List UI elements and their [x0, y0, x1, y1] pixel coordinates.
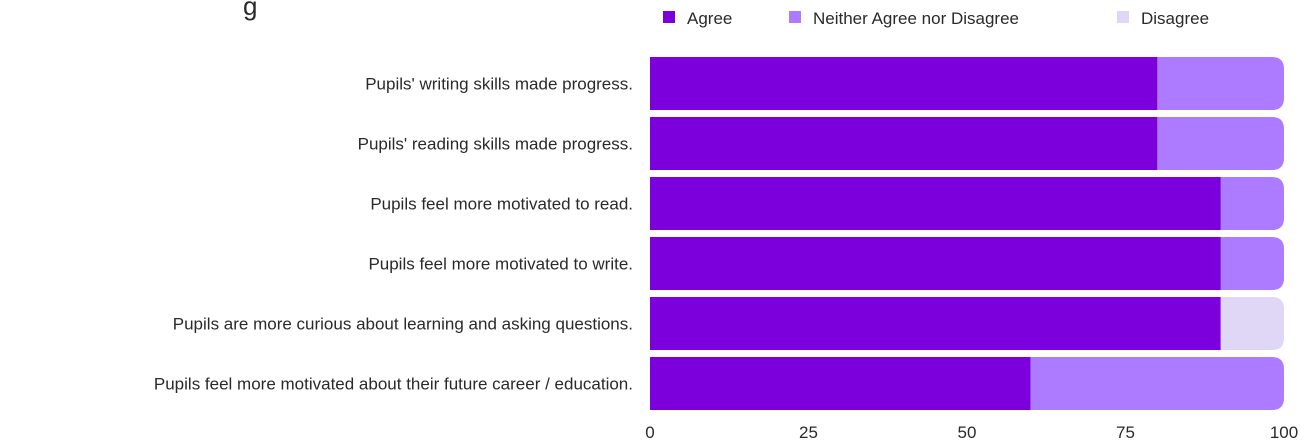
category-label: Pupils' writing skills made progress. [365, 75, 633, 94]
legend-swatch [789, 11, 801, 23]
legend-item-0: Agree [663, 9, 732, 28]
bar-segment-agree [650, 117, 1158, 170]
bar-row-0 [650, 57, 1284, 110]
bar-segment-neither-agree-nor-disagree [1220, 237, 1284, 290]
bar-segment-agree [650, 237, 1222, 290]
bar-row-4 [650, 297, 1284, 350]
category-label: Pupils' reading skills made progress. [358, 135, 633, 154]
legend-label: Disagree [1141, 9, 1209, 28]
x-axis-ticks: 0 25 50 75 100 [645, 423, 1298, 442]
category-label: Pupils are more curious about learning a… [173, 315, 633, 334]
legend-label: Neither Agree nor Disagree [813, 9, 1019, 28]
x-tick-label: 100 [1270, 423, 1298, 442]
category-label: Pupils feel more motivated to read. [370, 195, 633, 214]
bar-segment-neither-agree-nor-disagree [1157, 57, 1284, 110]
legend-swatch [1117, 11, 1129, 23]
category-labels: Pupils' writing skills made progress. Pup… [154, 75, 633, 394]
category-label: Pupils feel more motivated about their f… [154, 375, 633, 394]
bar-row-3 [650, 237, 1284, 290]
bar-segment-neither-agree-nor-disagree [1220, 177, 1284, 230]
bar-segment-neither-agree-nor-disagree [1030, 357, 1284, 410]
legend-swatch [663, 11, 675, 23]
bar-segment-agree [650, 57, 1158, 110]
bar-row-1 [650, 117, 1284, 170]
legend: Agree Neither Agree nor Disagree Disagree [663, 9, 1209, 28]
bar-segment-agree [650, 357, 1031, 410]
bar-segment-neither-agree-nor-disagree [1157, 117, 1284, 170]
legend-item-2: Disagree [1117, 9, 1209, 28]
legend-label: Agree [687, 9, 732, 28]
category-label: Pupils feel more motivated to write. [368, 255, 633, 274]
title-layer: g [243, 0, 257, 21]
x-tick-label: 75 [1116, 423, 1135, 442]
chart-title-fragment: g [243, 0, 257, 21]
bar-segment-agree [650, 297, 1222, 350]
x-tick-label: 50 [958, 423, 977, 442]
bar-segment-agree [650, 177, 1222, 230]
x-tick-label: 0 [645, 423, 654, 442]
bar-row-5 [650, 357, 1284, 410]
bar-row-2 [650, 177, 1284, 230]
bars [650, 57, 1284, 410]
x-tick-label: 25 [799, 423, 818, 442]
legend-item-1: Neither Agree nor Disagree [789, 9, 1019, 28]
bar-segment-disagree [1220, 297, 1284, 350]
